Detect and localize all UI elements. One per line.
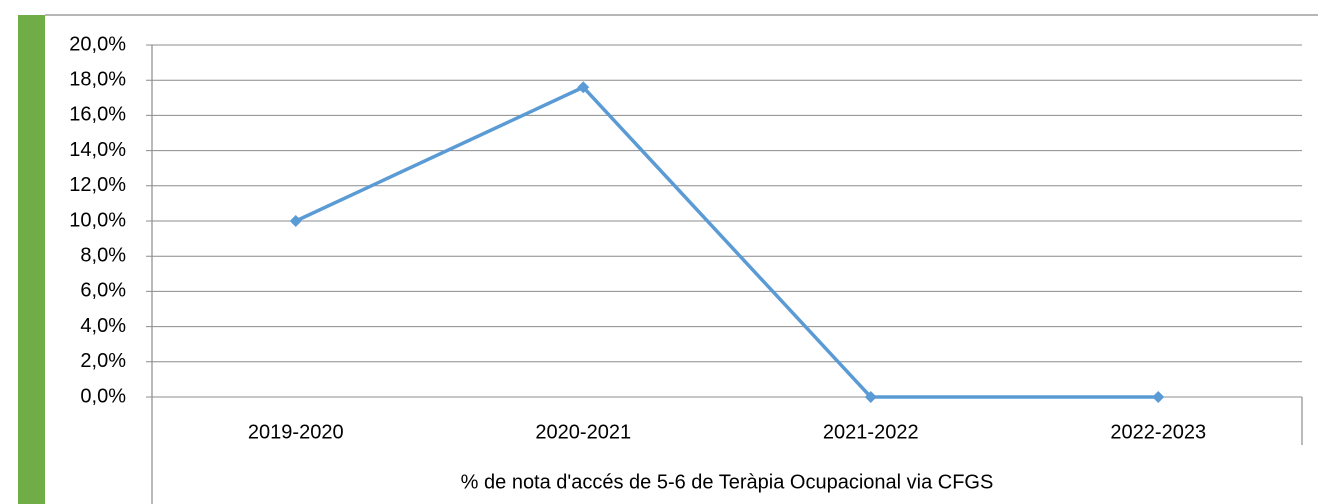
y-tick-label: 10,0% (69, 209, 126, 231)
marker (864, 391, 877, 403)
x-tick-label: 2021-2022 (823, 421, 919, 443)
marker (577, 81, 590, 94)
y-tick-label: 8,0% (80, 244, 126, 266)
x-tick-label: 2020-2021 (535, 421, 631, 443)
x-tick-label: 2019-2020 (248, 421, 344, 443)
y-tick-label: 6,0% (80, 280, 126, 302)
y-tick-label: 20,0% (69, 33, 126, 55)
y-tick-label: 0,0% (80, 385, 126, 407)
y-tick-label: 4,0% (80, 315, 126, 337)
x-axis-title: % de nota d'accés de 5-6 de Teràpia Ocup… (461, 471, 994, 493)
y-tick-label: 12,0% (69, 174, 126, 196)
accent-bar (18, 15, 45, 504)
y-tick-label: 18,0% (69, 68, 126, 90)
marker (289, 215, 302, 227)
x-tick-label: 2022-2023 (1110, 421, 1206, 443)
series-line (295, 85, 1159, 399)
y-tick-label: 2,0% (80, 350, 126, 372)
y-tick-label: 14,0% (69, 139, 126, 161)
marker (1152, 391, 1165, 403)
y-tick-label: 16,0% (69, 104, 126, 126)
